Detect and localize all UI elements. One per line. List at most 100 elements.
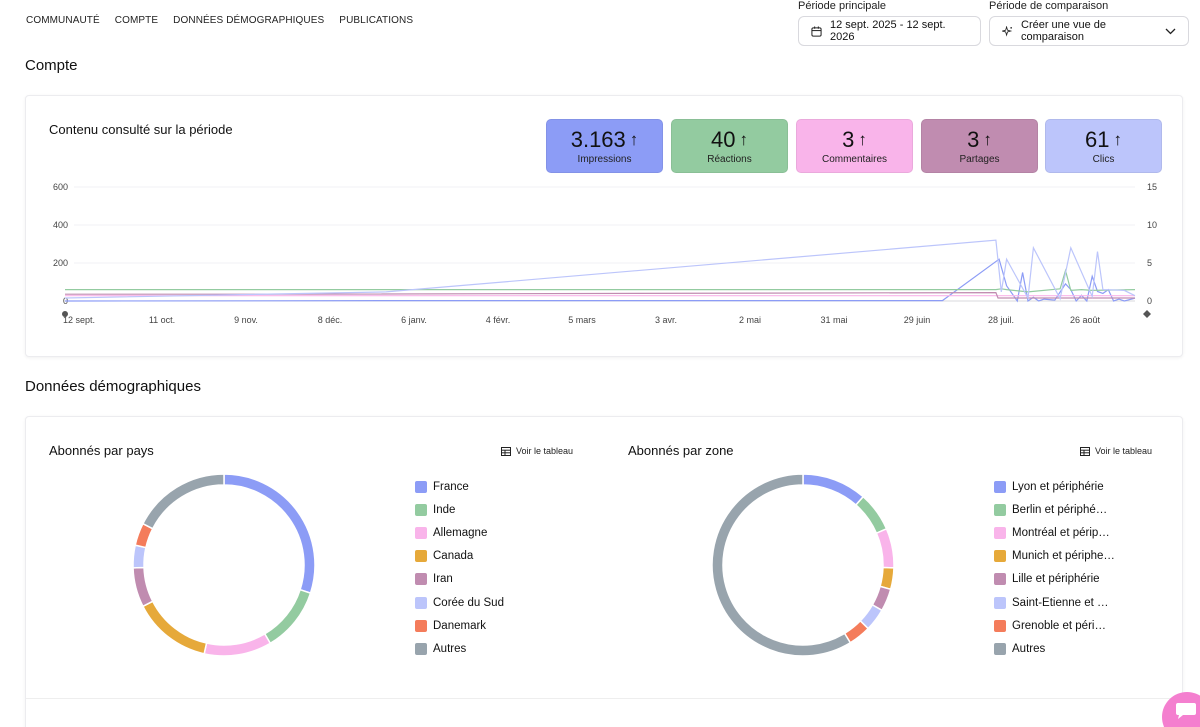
- section-title-compte: Compte: [25, 57, 78, 74]
- metric-clics[interactable]: 61 ↑ Clics: [1045, 119, 1162, 173]
- content-card-title: Contenu consulté sur la période: [49, 122, 233, 137]
- arrow-up-icon: ↑: [983, 129, 992, 149]
- metric-commentaires-value: 3: [842, 126, 855, 152]
- country-legend: France Inde Allemagne Canada Iran Corée …: [415, 475, 504, 661]
- x-tick: 8 déc.: [317, 315, 343, 325]
- view-table-label: Voir le tableau: [516, 446, 574, 456]
- metric-commentaires[interactable]: 3 ↑ Commentaires: [796, 119, 913, 173]
- series-line-1: [65, 268, 1136, 293]
- content-card: Contenu consulté sur la période 3.163 ↑ I…: [25, 95, 1183, 357]
- table-icon: [501, 446, 511, 456]
- legend-item[interactable]: France: [415, 475, 504, 498]
- chevron-down-icon: [1165, 28, 1176, 34]
- legend-item[interactable]: Berlin et périphé…: [994, 498, 1115, 521]
- legend-swatch: [415, 619, 427, 632]
- main-period-label: Période principale: [798, 0, 887, 12]
- donut-slice-0[interactable]: [223, 473, 316, 595]
- y-left-tick: 200: [52, 258, 68, 268]
- x-tick: 3 avr.: [654, 315, 678, 325]
- main-period: Période principale 12 sept. 2025 - 12 se…: [798, 0, 981, 46]
- donut-slice-7[interactable]: [711, 473, 852, 657]
- legend-item[interactable]: Corée du Sud: [415, 591, 504, 614]
- legend-swatch: [415, 503, 427, 516]
- legend-item[interactable]: Saint-Etienne et …: [994, 591, 1115, 614]
- calendar-icon: [811, 25, 822, 37]
- main-period-value: 12 sept. 2025 - 12 sept. 2026: [830, 19, 946, 43]
- nav-publications[interactable]: PUBLICATIONS: [339, 15, 414, 26]
- zone-title: Abonnés par zone: [628, 443, 734, 458]
- legend-item[interactable]: Autres: [415, 637, 504, 660]
- donut-slice-3[interactable]: [141, 600, 208, 655]
- top-nav: COMMUNAUTÉ COMPTE DONNÉES DÉMOGRAPHIQUES…: [26, 15, 413, 26]
- section-title-demographics: Données démographiques: [25, 378, 201, 395]
- legend-label: Munich et périphe…: [1012, 550, 1115, 563]
- legend-label: Lyon et périphérie: [1012, 480, 1104, 493]
- demographics-card: Abonnés par pays Voir le tableau France …: [25, 416, 1184, 727]
- metric-impressions[interactable]: 3.163 ↑ Impressions: [546, 119, 663, 173]
- legend-item[interactable]: Montréal et périp…: [994, 521, 1115, 544]
- x-tick: 4 févr.: [485, 315, 511, 325]
- x-tick: 12 sept.: [62, 315, 96, 325]
- legend-item[interactable]: Grenoble et péri…: [994, 614, 1115, 637]
- legend-swatch: [994, 573, 1006, 586]
- main-period-button[interactable]: 12 sept. 2025 - 12 sept. 2026: [798, 16, 981, 46]
- donut-slice-1[interactable]: [263, 588, 312, 645]
- legend-label: Lille et périphérie: [1012, 573, 1100, 586]
- zone-legend: Lyon et périphérie Berlin et périphé… Mo…: [994, 475, 1115, 661]
- divider: [26, 698, 1184, 699]
- donut-slice-4[interactable]: [132, 566, 154, 608]
- y-right-tick: 0: [1147, 296, 1153, 306]
- legend-item[interactable]: Autres: [994, 637, 1115, 660]
- legend-label: France: [433, 480, 469, 493]
- donut-chart-zone: [711, 473, 895, 657]
- legend-label: Danemark: [433, 619, 487, 632]
- legend-swatch: [415, 596, 427, 609]
- x-tick: 31 mai: [820, 315, 848, 325]
- view-table-label: Voir le tableau: [1095, 446, 1153, 456]
- legend-item[interactable]: Munich et périphe…: [994, 545, 1115, 568]
- legend-label: Grenoble et péri…: [1012, 619, 1106, 632]
- donut-slice-7[interactable]: [141, 473, 225, 530]
- range-handle-left[interactable]: [62, 311, 68, 317]
- donut-slice-2[interactable]: [203, 632, 272, 657]
- legend-item[interactable]: Danemark: [415, 614, 504, 637]
- country-view-table-button[interactable]: Voir le tableau: [501, 446, 573, 456]
- metric-impressions-label: Impressions: [577, 153, 632, 165]
- x-tick: 11 oct.: [148, 315, 176, 325]
- metric-partages-label: Partages: [959, 153, 1000, 165]
- country-title: Abonnés par pays: [49, 443, 154, 458]
- legend-item[interactable]: Lille et périphérie: [994, 568, 1115, 591]
- nav-donnees-demographiques[interactable]: DONNÉES DÉMOGRAPHIQUES: [173, 15, 325, 26]
- zone-view-table-button[interactable]: Voir le tableau: [1080, 446, 1152, 456]
- sparkle-icon: [1002, 25, 1013, 37]
- x-tick: 26 août: [1069, 315, 1101, 325]
- metric-partages[interactable]: 3 ↑ Partages: [921, 119, 1038, 173]
- legend-label: Allemagne: [433, 526, 488, 539]
- nav-communaute[interactable]: COMMUNAUTÉ: [26, 15, 100, 26]
- legend-item[interactable]: Lyon et périphérie: [994, 475, 1115, 498]
- legend-item[interactable]: Inde: [415, 498, 504, 521]
- legend-swatch: [415, 526, 427, 539]
- legend-item[interactable]: Iran: [415, 568, 504, 591]
- donut-slice-5[interactable]: [132, 544, 147, 569]
- legend-label: Berlin et périphé…: [1012, 503, 1108, 516]
- legend-item[interactable]: Allemagne: [415, 521, 504, 544]
- series-line-3: [65, 291, 1135, 299]
- range-handle-right[interactable]: [1143, 310, 1151, 318]
- donut-slice-2[interactable]: [875, 527, 895, 569]
- x-tick: 5 mars: [568, 315, 596, 325]
- legend-label: Saint-Etienne et …: [1012, 596, 1109, 609]
- x-tick: 29 juin: [903, 315, 931, 325]
- arrow-up-icon: ↑: [739, 129, 748, 149]
- donut-slice-3[interactable]: [879, 566, 895, 591]
- compare-period-button[interactable]: Créer une vue de comparaison: [989, 16, 1189, 46]
- donut-slice-1[interactable]: [854, 495, 888, 535]
- compare-period: Période de comparaison Créer une vue de …: [989, 0, 1189, 46]
- legend-item[interactable]: Canada: [415, 545, 504, 568]
- legend-swatch: [994, 642, 1006, 655]
- donut-slice-0[interactable]: [802, 473, 865, 507]
- y-left-tick: 400: [52, 220, 68, 230]
- nav-compte[interactable]: COMPTE: [114, 15, 159, 26]
- metric-reactions[interactable]: 40 ↑ Réactions: [671, 119, 788, 173]
- y-left-tick: 600: [52, 182, 68, 192]
